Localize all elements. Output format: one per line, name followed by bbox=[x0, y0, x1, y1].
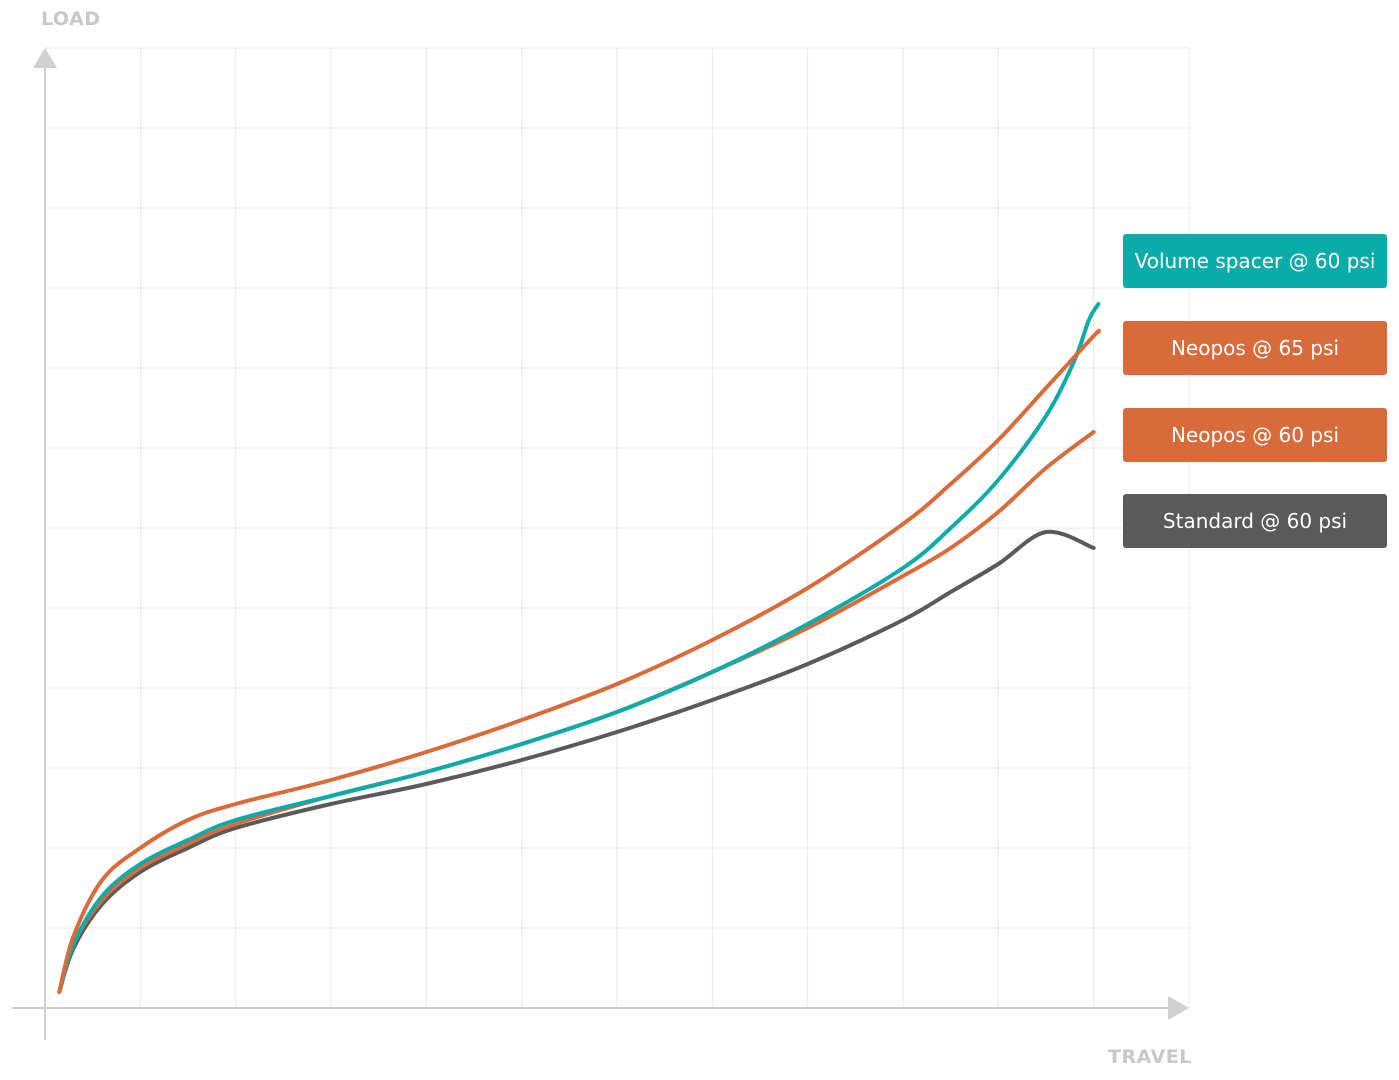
series-line-volume-spacer-60 bbox=[57, 302, 1101, 994]
axes bbox=[12, 48, 1189, 1040]
y-axis-arrow bbox=[33, 48, 57, 68]
x-axis-label: TRAVEL bbox=[1108, 1046, 1192, 1068]
series-line-neopos-60 bbox=[57, 430, 1096, 994]
legend-item-volume-spacer-60: Volume spacer @ 60 psi bbox=[1123, 234, 1387, 288]
series-line-standard-60 bbox=[57, 529, 1096, 994]
legend-item-neopos-65: Neopos @ 65 psi bbox=[1123, 321, 1387, 375]
grid bbox=[45, 47, 1190, 1008]
legend-item-neopos-60: Neopos @ 60 psi bbox=[1123, 408, 1387, 462]
y-axis-label: LOAD bbox=[41, 8, 101, 30]
series-line-neopos-65 bbox=[57, 328, 1102, 994]
legend-item-standard-60: Standard @ 60 psi bbox=[1123, 494, 1387, 548]
series-lines bbox=[57, 302, 1102, 994]
x-axis-arrow bbox=[1168, 996, 1189, 1020]
